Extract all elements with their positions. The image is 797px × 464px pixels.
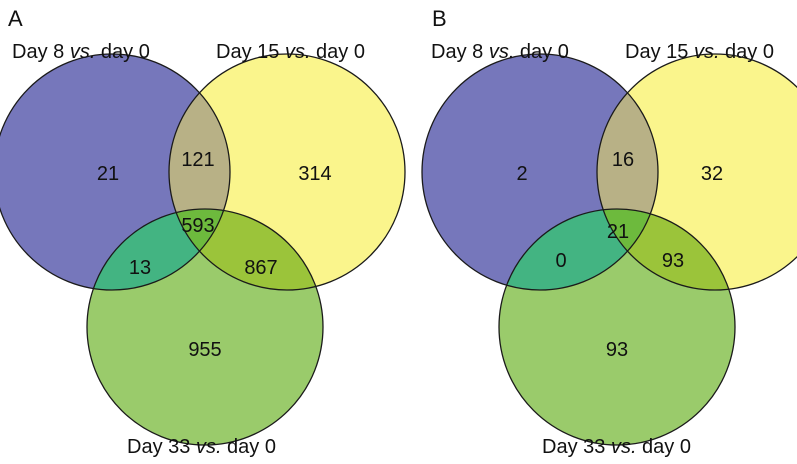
set2-set3-overlap [169,209,323,290]
set3-outline [498,208,736,446]
set2-label: Day 15 vs. day 0 [625,41,774,63]
region-only-set1-value: 21 [97,163,119,185]
region-only-set3-value: 955 [188,339,221,361]
set1-outline [421,53,659,291]
set2-outline [596,53,797,291]
set3-outline [86,208,324,446]
set2-set3-overlap [597,209,735,290]
region-only-set2-value: 32 [701,163,723,185]
region-only-set3-value: 93 [606,339,628,361]
region-set1-set2-value: 16 [612,149,634,171]
region-only-set1-value: 2 [516,163,527,185]
set1-outline [0,53,231,291]
region-set1-set2-value: 121 [181,149,214,171]
panel-letter: B [432,6,447,31]
region-all-sets-value: 593 [181,215,214,237]
venn-panel-b: B Day 8 vs. day 0 Day 15 vs. day 0 Day 3… [421,6,797,458]
panel-letter: A [8,6,23,31]
region-all-sets-value: 21 [607,221,629,243]
region-set1-set3-value: 0 [555,250,566,272]
region-set1-set3-value: 13 [129,257,151,279]
region-set2-set3-value: 93 [662,250,684,272]
region-set2-set3-value: 867 [244,257,277,279]
set1-set3-overlap [499,209,658,290]
set1-label: Day 8 vs. day 0 [431,41,569,63]
set1-label: Day 8 vs. day 0 [12,41,150,63]
venn-panel-a: A Day 8 vs. day 0 Day 15 vs. day 0 Day 3… [0,6,406,458]
set3-label: Day 33 vs. day 0 [127,436,276,458]
set3-label: Day 33 vs. day 0 [542,436,691,458]
set2-label: Day 15 vs. day 0 [216,41,365,63]
set2-outline [168,53,406,291]
set1-set3-overlap [87,209,230,290]
region-only-set2-value: 314 [298,163,331,185]
